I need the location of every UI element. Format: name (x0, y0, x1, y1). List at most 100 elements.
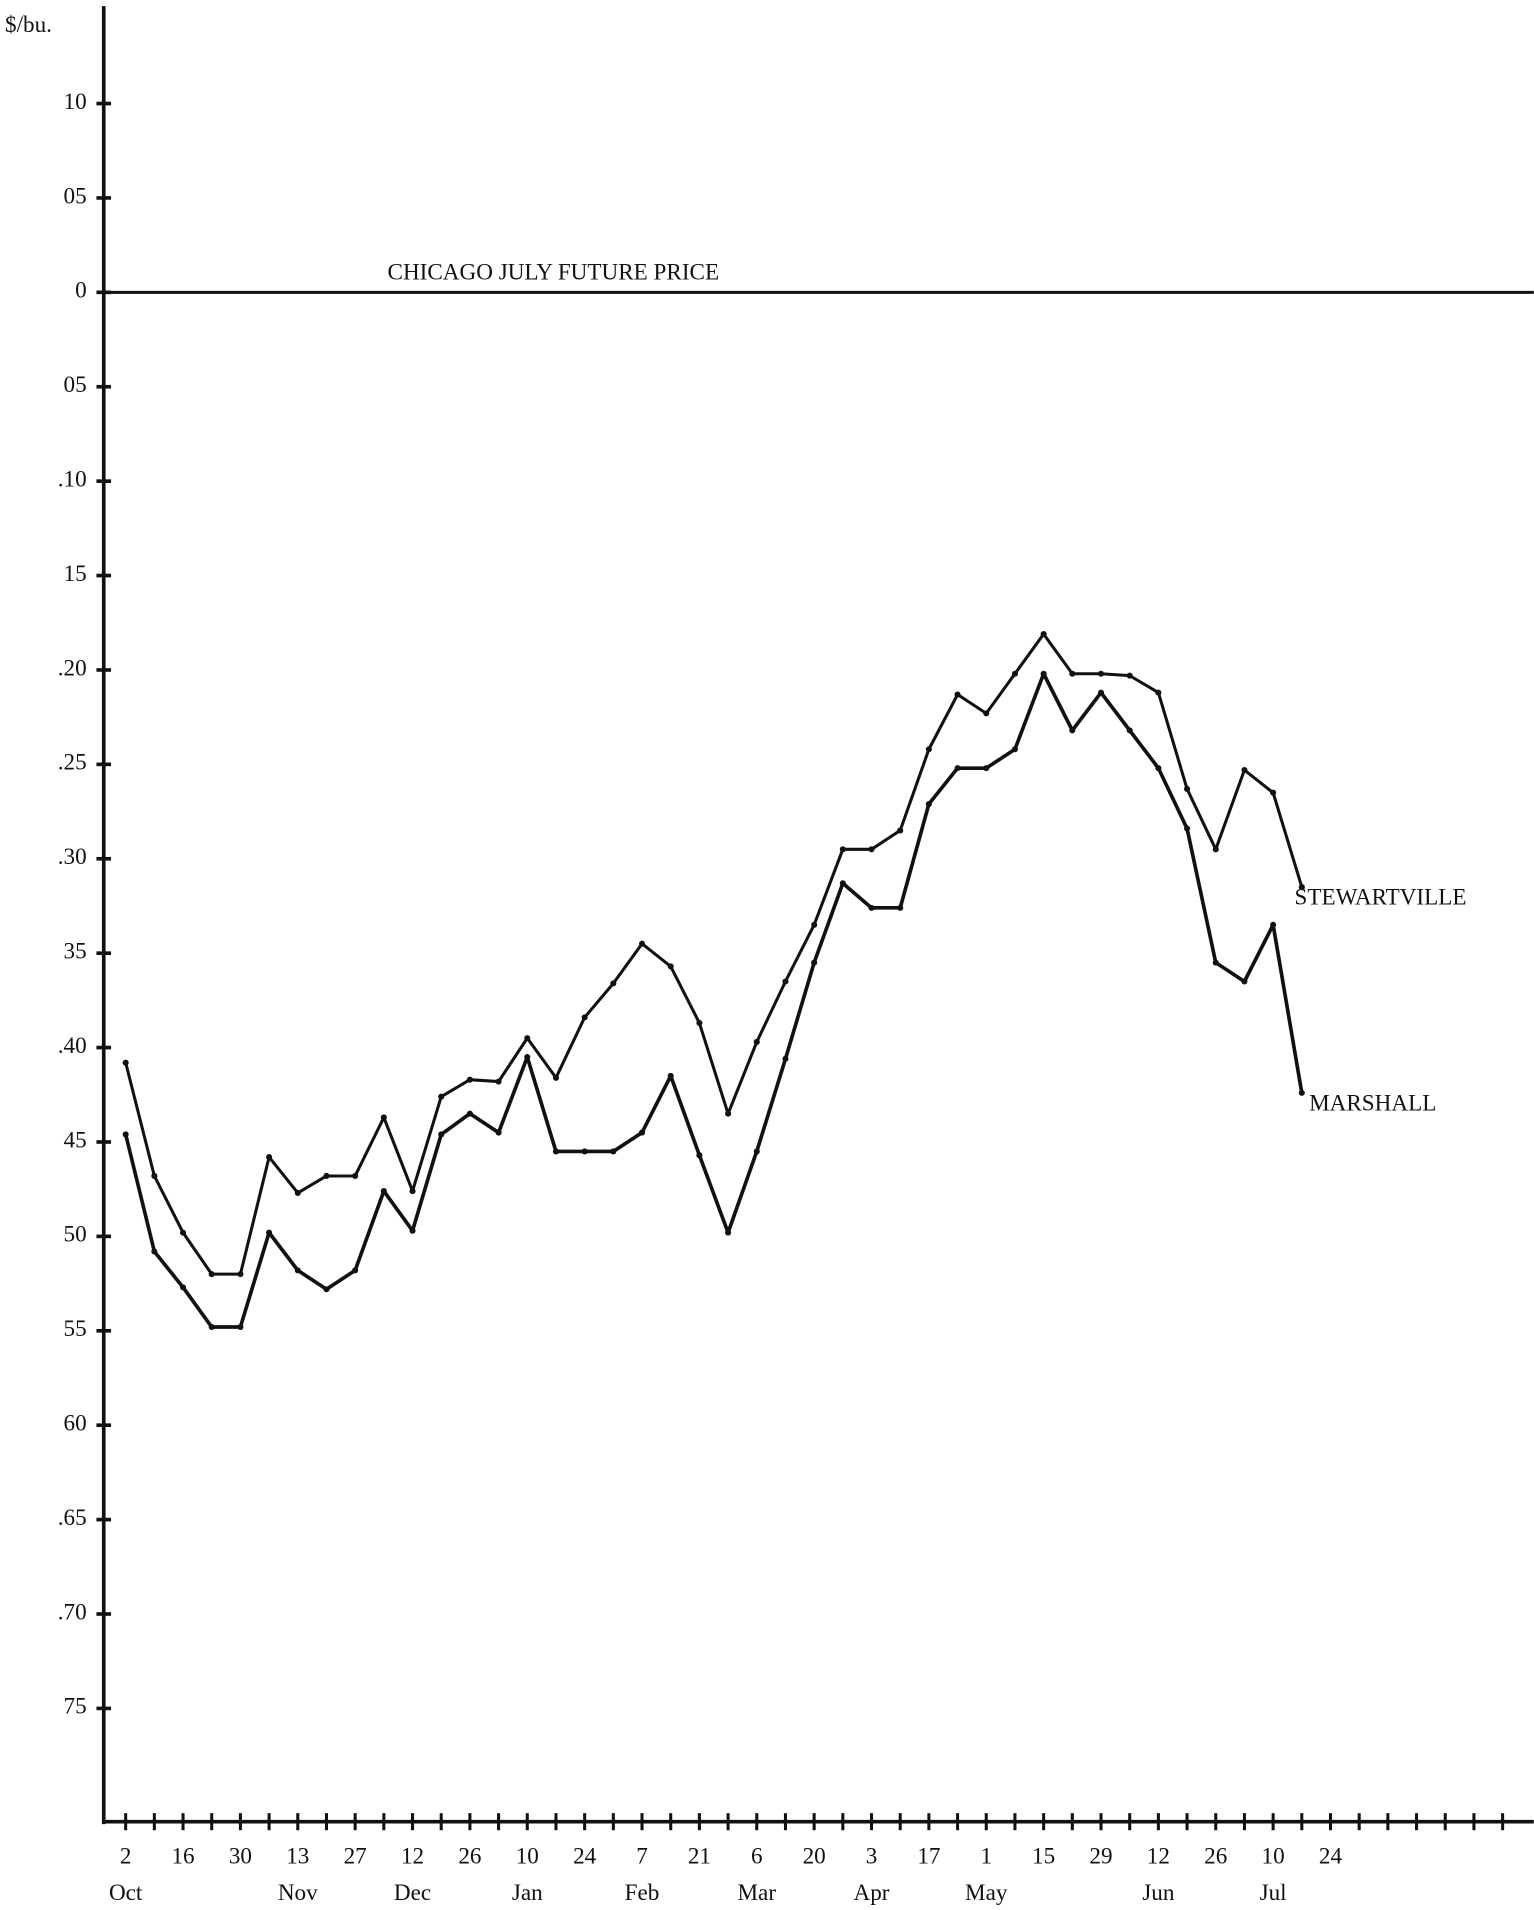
x-tick-label: 24 (1319, 1844, 1343, 1870)
point (782, 978, 789, 985)
point (667, 1072, 674, 1079)
point (294, 1267, 301, 1274)
point (524, 1053, 531, 1061)
month-label: Feb (625, 1880, 660, 1906)
point (1155, 765, 1162, 772)
point (409, 1188, 416, 1195)
y-tick-label: .70 (58, 1599, 87, 1625)
point (409, 1227, 416, 1234)
point (122, 1059, 129, 1066)
y-tick-label: 15 (64, 561, 87, 587)
point (696, 1019, 703, 1027)
x-tick-label: 3 (866, 1844, 878, 1870)
point (1069, 727, 1076, 734)
x-tick-label: 24 (573, 1844, 597, 1870)
point (811, 921, 818, 928)
series-label: MARSHALL (1309, 1090, 1436, 1116)
point (1011, 746, 1018, 753)
point (1241, 978, 1248, 985)
y-axis-label: $/bu. (5, 12, 52, 38)
point (811, 959, 818, 966)
y-tick-label: 45 (64, 1127, 87, 1153)
point (208, 1271, 215, 1278)
point (983, 765, 990, 772)
point (696, 1152, 703, 1159)
point (122, 1131, 129, 1138)
point (380, 1114, 387, 1121)
point (552, 1148, 560, 1155)
y-tick-label: .65 (58, 1505, 87, 1531)
point (753, 1148, 760, 1155)
x-tick-label: 12 (1147, 1844, 1170, 1870)
point (897, 904, 904, 911)
x-tick-label: 20 (803, 1844, 826, 1870)
y-tick-label: 50 (64, 1222, 87, 1248)
x-tick-label: 13 (286, 1844, 309, 1870)
point (294, 1189, 301, 1197)
x-tick-label: 30 (229, 1844, 252, 1870)
point (1011, 670, 1018, 677)
point (1184, 785, 1191, 792)
point (524, 1035, 531, 1042)
x-tick-label: 2 (120, 1844, 132, 1870)
x-tick-label: 10 (516, 1844, 539, 1870)
point (868, 846, 875, 853)
month-label: May (965, 1880, 1008, 1906)
month-label: Jul (1260, 1880, 1287, 1906)
point (380, 1188, 387, 1195)
point (1270, 921, 1277, 928)
x-tick-label: 27 (344, 1844, 367, 1870)
point (954, 691, 961, 698)
y-tick-label: 35 (64, 938, 87, 964)
line-series (123, 671, 1304, 1329)
point (868, 904, 875, 911)
x-tick-label: 12 (401, 1844, 424, 1870)
point (638, 1129, 646, 1136)
point (266, 1229, 273, 1236)
point (1155, 689, 1162, 696)
point (725, 1110, 732, 1117)
point (925, 746, 932, 753)
y-tick-label: 05 (64, 183, 87, 209)
point (237, 1271, 244, 1278)
x-tick-label: 10 (1262, 1844, 1285, 1870)
point (208, 1323, 215, 1331)
point (839, 880, 846, 887)
month-label: Apr (854, 1880, 890, 1906)
point (983, 710, 990, 717)
point (925, 800, 932, 808)
month-label: Jan (512, 1880, 543, 1906)
point (581, 1014, 588, 1021)
x-tick-label: 15 (1032, 1844, 1055, 1870)
month-label: Mar (738, 1880, 777, 1906)
point (1298, 1089, 1305, 1096)
month-label: Nov (278, 1880, 318, 1906)
point (552, 1074, 560, 1081)
month-label: Oct (109, 1880, 143, 1906)
y-tick-label: .40 (58, 1033, 87, 1059)
point (610, 980, 617, 987)
point (179, 1284, 187, 1291)
month-label: Jun (1142, 1880, 1175, 1906)
point (638, 940, 646, 947)
x-tick-label: 17 (917, 1844, 940, 1870)
point (725, 1229, 732, 1236)
point (1097, 689, 1105, 696)
y-tick-label: 05 (64, 372, 87, 398)
point (266, 1154, 273, 1161)
point (323, 1286, 330, 1293)
y-tick-label: 60 (64, 1411, 87, 1437)
point (581, 1148, 588, 1155)
y-tick-label: .30 (58, 844, 87, 870)
point (1040, 631, 1047, 638)
y-tick-label: .10 (58, 466, 87, 492)
series-label: STEWARTVILLE (1295, 885, 1467, 911)
y-tick-label: .25 (58, 750, 87, 776)
point (1241, 766, 1248, 774)
line-series (124, 632, 1304, 1276)
point (495, 1129, 502, 1136)
x-tick-label: 21 (688, 1844, 711, 1870)
point (782, 1055, 789, 1062)
point (495, 1078, 502, 1085)
